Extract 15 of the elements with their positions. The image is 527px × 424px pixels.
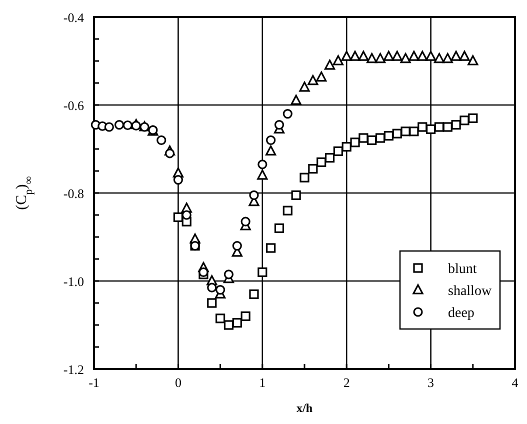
x-tick-label: 2 xyxy=(343,375,350,390)
x-tick-label: -1 xyxy=(88,375,100,390)
y-tick-label: -0.8 xyxy=(63,186,84,201)
legend-label: shallow xyxy=(448,284,492,299)
x-tick-label: 0 xyxy=(174,375,182,390)
x-axis-title: x/h xyxy=(296,401,313,415)
y-tick-label: -0.6 xyxy=(63,98,84,113)
legend-label: deep xyxy=(448,306,474,321)
x-tick-label: 1 xyxy=(259,375,266,390)
x-tick-label: 3 xyxy=(428,375,434,390)
x-tick-label: 4 xyxy=(512,375,519,390)
y-tick-label: -0.4 xyxy=(63,10,84,25)
legend-label: blunt xyxy=(448,262,477,277)
y-tick-label: -1.0 xyxy=(63,274,84,289)
text: -1.2 xyxy=(63,362,84,377)
